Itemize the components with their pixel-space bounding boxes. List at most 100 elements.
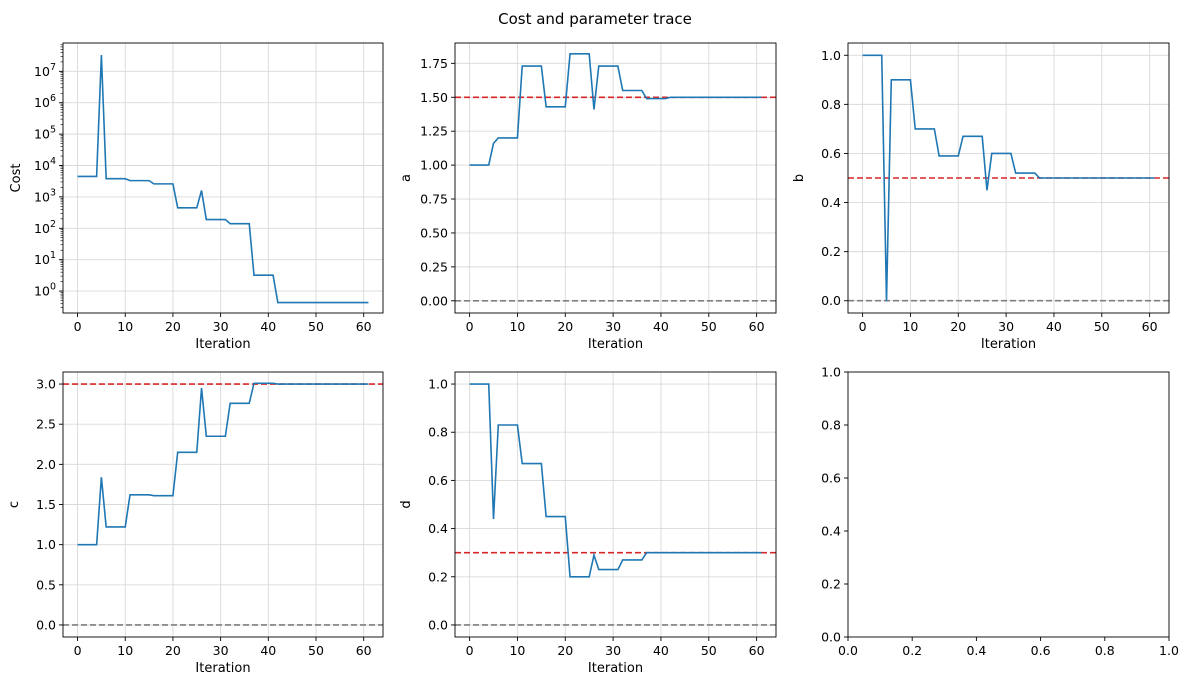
subplot-cost: 0 10 20 30 40 50 60100101102103104105106107Ite…	[9, 42, 384, 352]
y-tick-label: 0.0	[36, 617, 56, 632]
y-axis-label: a	[399, 174, 414, 182]
y-tick-label: 0.8	[821, 97, 841, 112]
tick-base: 10	[34, 127, 50, 142]
x-tick-label: 0	[74, 319, 82, 334]
axes-frame	[454, 42, 777, 314]
x-tick-label: 60	[356, 643, 372, 658]
x-tick-label: 0.8	[1095, 643, 1115, 658]
x-tick-label: 40	[260, 319, 276, 334]
y-tick-label: 0.4	[821, 524, 841, 539]
tick-base: 10	[34, 284, 50, 299]
y-tick-label: 0.4	[821, 195, 841, 210]
y-tick-label: 0.8	[821, 418, 841, 433]
subplot-c: 0 10 20 30 40 50 60 0.0 0.5 1.0 1.5 2.0 2.5 3.0 Iterat…	[7, 371, 384, 676]
y-tick-label: 0.2	[821, 577, 841, 592]
tick-exponent: 6	[50, 93, 56, 104]
x-tick-label: 50	[701, 319, 717, 334]
tick-exponent: 7	[50, 62, 56, 73]
y-axis-label: b	[792, 174, 807, 182]
x-tick-label: 0.6	[1031, 643, 1051, 658]
series-line-0	[469, 53, 762, 166]
x-axis-label: Iteration	[195, 337, 250, 352]
x-tick-label: 40	[260, 643, 276, 658]
y-tick-label: 0.0	[428, 617, 448, 632]
y-tick-label: 2.0	[36, 457, 56, 472]
y-tick-label: 0.0	[821, 630, 841, 645]
y-tick-label: 1.0	[821, 365, 841, 380]
tick-base: 10	[34, 64, 50, 79]
x-tick-label: 30	[605, 643, 621, 658]
y-tick-label: 107	[34, 62, 56, 79]
x-tick-label: 10	[509, 319, 525, 334]
x-tick-label: 30	[998, 319, 1014, 334]
y-tick-label: 0.0	[821, 293, 841, 308]
tick-base: 10	[34, 221, 50, 236]
y-tick-label: 0.8	[428, 425, 448, 440]
subplot-grid: 0 10 20 30 40 50 60100101102103104105106107Ite…	[7, 42, 1179, 676]
x-tick-label: 40	[1046, 319, 1062, 334]
x-axis-label: Iteration	[195, 661, 250, 676]
tick-base: 10	[34, 158, 50, 173]
y-tick-label: 0.50	[420, 225, 448, 240]
tick-exponent: 1	[50, 250, 56, 261]
y-tick-label: 0.00	[420, 293, 448, 308]
x-tick-label: 60	[749, 319, 765, 334]
x-tick-label: 10	[902, 319, 918, 334]
y-tick-label: 1.0	[428, 377, 448, 392]
x-tick-label: 50	[308, 643, 324, 658]
x-tick-label: 20	[950, 319, 966, 334]
subplot-empty: 0.0 0.2 0.4 0.6 0.8 1.0 0.0 0.2 0.4 0.6 0.8 1.0	[821, 365, 1179, 659]
x-tick-label: 20	[165, 319, 181, 334]
y-tick-label: 1.50	[420, 90, 448, 105]
x-tick-label: 30	[213, 319, 229, 334]
y-tick-label: 0.5	[36, 577, 56, 592]
x-tick-label: 40	[653, 643, 669, 658]
x-tick-label: 60	[749, 643, 765, 658]
x-tick-label: 30	[213, 643, 229, 658]
y-tick-label: 1.25	[420, 124, 448, 139]
x-tick-label: 50	[1094, 319, 1110, 334]
x-tick-label: 0	[859, 319, 867, 334]
y-tick-label: 1.5	[36, 497, 56, 512]
y-tick-label: 0.2	[821, 244, 841, 259]
y-tick-label: 3.0	[36, 377, 56, 392]
x-tick-label: 30	[605, 319, 621, 334]
series-line-0	[77, 55, 369, 304]
tick-exponent: 2	[50, 219, 56, 230]
tick-exponent: 3	[50, 187, 56, 198]
axes-frame	[454, 371, 777, 638]
y-tick-label: 106	[34, 93, 56, 110]
y-axis-label: d	[399, 500, 414, 508]
x-tick-label: 10	[117, 319, 133, 334]
tick-base: 10	[34, 252, 50, 267]
y-tick-label: 0.75	[420, 192, 448, 207]
y-tick-label: 0.2	[428, 569, 448, 584]
series-line-0	[77, 382, 369, 546]
y-tick-label: 103	[34, 187, 56, 204]
subplot-a: 0 10 20 30 40 50 60 0.00 0.25 0.50 0.75 1.00 1.25 1.5…	[399, 42, 777, 352]
tick-exponent: 4	[50, 156, 56, 167]
x-tick-label: 10	[509, 643, 525, 658]
y-tick-label: 0.25	[420, 259, 448, 274]
axes-frame	[847, 371, 1170, 638]
y-axis-label: c	[7, 501, 22, 508]
x-tick-label: 0.0	[838, 643, 858, 658]
x-axis-label: Iteration	[588, 661, 643, 676]
tick-base: 10	[34, 95, 50, 110]
y-axis-label: Cost	[9, 164, 24, 193]
x-tick-label: 50	[701, 643, 717, 658]
x-tick-label: 40	[653, 319, 669, 334]
y-tick-label: 1.75	[420, 56, 448, 71]
y-tick-label: 0.6	[821, 146, 841, 161]
x-tick-label: 20	[165, 643, 181, 658]
tick-base: 10	[34, 189, 50, 204]
y-tick-label: 0.4	[428, 521, 448, 536]
y-tick-label: 105	[34, 125, 56, 142]
figure-title: Cost and parameter trace	[498, 10, 692, 28]
subplot-d: 0 10 20 30 40 50 60 0.0 0.2 0.4 0.6 0.8 1.0 Iteration…	[399, 371, 777, 676]
x-tick-label: 10	[117, 643, 133, 658]
y-tick-label: 2.5	[36, 417, 56, 432]
x-tick-label: 1.0	[1159, 643, 1179, 658]
subplot-b: 0 10 20 30 40 50 60 0.0 0.2 0.4 0.6 0.8 1.0 Iteration…	[792, 42, 1170, 352]
